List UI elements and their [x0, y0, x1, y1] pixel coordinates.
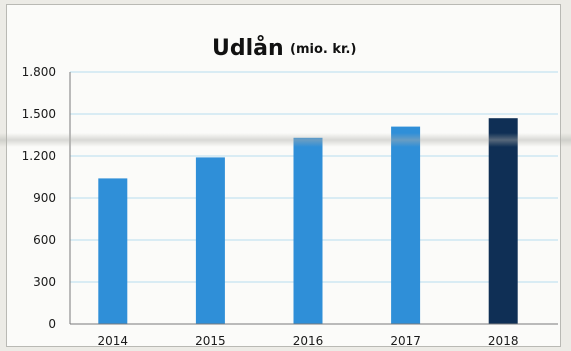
bar [195, 157, 225, 324]
bar [391, 126, 421, 324]
y-tick-labels: 0 300 600 900 1.200 1.500 1.800 [22, 65, 56, 331]
y-tick-label: 0 [48, 317, 56, 331]
y-tick-label: 900 [33, 191, 56, 205]
y-tick-label: 1.200 [22, 149, 56, 163]
x-tick-label: 2015 [195, 334, 226, 348]
bar [293, 137, 323, 324]
x-tick-label: 2017 [390, 334, 421, 348]
bar [488, 118, 518, 324]
gridlines [70, 71, 558, 283]
bars [98, 118, 518, 324]
x-tick-label: 2018 [488, 334, 519, 348]
chart-title: Udlån [212, 35, 284, 61]
bar [98, 178, 128, 324]
y-tick-label: 1.500 [22, 107, 56, 121]
x-tick-label: 2014 [98, 334, 129, 348]
y-tick-label: 1.800 [22, 65, 56, 79]
x-tick-label: 2016 [293, 334, 324, 348]
y-tick-label: 600 [33, 233, 56, 247]
chart-subtitle: (mio. kr.) [290, 42, 356, 57]
axes [69, 72, 558, 325]
x-tick-labels: 2014 2015 2016 2017 2018 [98, 334, 519, 348]
y-tick-label: 300 [33, 275, 56, 289]
